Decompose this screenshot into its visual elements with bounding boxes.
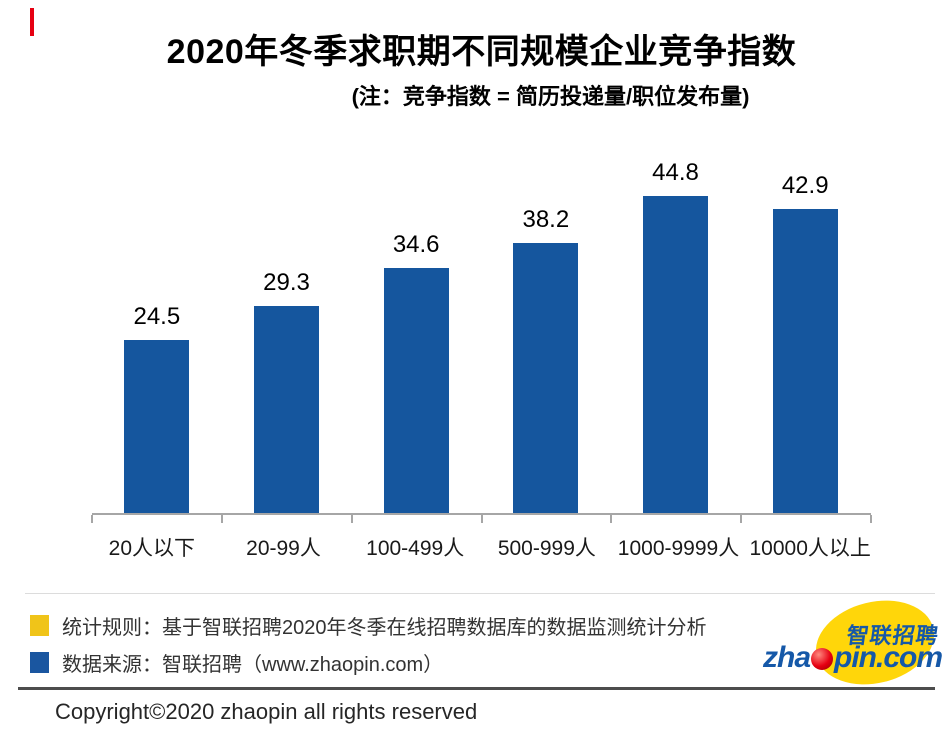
bar-value-label: 42.9 xyxy=(781,172,829,199)
logo-url-part1: zha xyxy=(763,641,811,674)
bar-column: 24.5 xyxy=(92,140,222,514)
x-axis-label: 20人以下 xyxy=(108,537,196,560)
bar-column: 34.6 xyxy=(351,140,481,514)
x-axis-label: 500-999人 xyxy=(497,537,596,560)
bottom-divider xyxy=(18,687,935,690)
logo-url-part2: pin.com xyxy=(834,641,943,674)
x-axis-label: 20-99人 xyxy=(246,537,321,560)
axis-tick xyxy=(480,515,483,523)
axis-tick xyxy=(610,515,613,523)
copyright-text: Copyright©2020 zhaopin all rights reserv… xyxy=(55,699,478,724)
bar xyxy=(643,196,709,514)
data-source-note: 数据来源：智联招聘（www.zhaopin.com） xyxy=(62,653,444,676)
statistics-rule-note: 统计规则：基于智联招聘2020年冬季在线招聘数据库的数据监测统计分析 xyxy=(62,616,707,639)
logo-red-ball-icon xyxy=(811,648,834,670)
axis-tick xyxy=(870,515,872,523)
red-accent-mark xyxy=(30,8,34,36)
x-axis-line xyxy=(91,513,872,524)
axis-tick xyxy=(91,515,93,523)
bar-chart: 24.5 29.3 34.6 38.2 44.8 42.9 xyxy=(92,140,870,514)
bar xyxy=(254,306,319,514)
bar xyxy=(124,340,190,514)
bar xyxy=(513,243,579,514)
x-axis-label: 10000人以上 xyxy=(749,537,871,560)
yellow-square-marker xyxy=(30,614,49,636)
bar-column: 42.9 xyxy=(740,140,870,514)
bar-column: 29.3 xyxy=(222,140,352,514)
axis-tick xyxy=(220,515,223,523)
bar-value-label: 24.5 xyxy=(133,303,181,330)
bar-column: 38.2 xyxy=(481,140,611,514)
bar xyxy=(383,268,449,514)
bar-value-label: 34.6 xyxy=(392,231,440,258)
footer-divider xyxy=(25,593,935,594)
bar-column: 44.8 xyxy=(611,140,741,514)
axis-tick xyxy=(350,515,353,523)
x-axis-label: 1000-9999人 xyxy=(617,537,740,560)
note-row-source: 数据来源：智联招聘（www.zhaopin.com） xyxy=(30,649,707,676)
footer-notes: 统计规则：基于智联招聘2020年冬季在线招聘数据库的数据监测统计分析 数据来源：… xyxy=(30,612,707,686)
bar xyxy=(772,209,838,514)
blue-square-marker xyxy=(30,651,49,673)
x-axis-label: 100-499人 xyxy=(366,537,465,560)
bar-value-label: 38.2 xyxy=(522,206,570,233)
x-axis-labels: 20人以下 20-99人 100-499人 500-999人 1000-9999人 100… xyxy=(86,532,876,562)
zhaopin-logo: 智联招聘 zha pin.com xyxy=(763,588,949,697)
logo-url-text: zha pin.com xyxy=(763,641,943,675)
bar-value-label: 44.8 xyxy=(652,159,699,186)
note-row-rules: 统计规则：基于智联招聘2020年冬季在线招聘数据库的数据监测统计分析 xyxy=(30,612,707,639)
axis-tick xyxy=(740,515,743,523)
chart-title: 2020年冬季求职期不同规模企业竞争指数 xyxy=(166,33,797,71)
chart-subtitle: (注：竞争指数 = 简历投递量/职位发布量) xyxy=(351,84,750,109)
bar-value-label: 29.3 xyxy=(263,269,310,296)
